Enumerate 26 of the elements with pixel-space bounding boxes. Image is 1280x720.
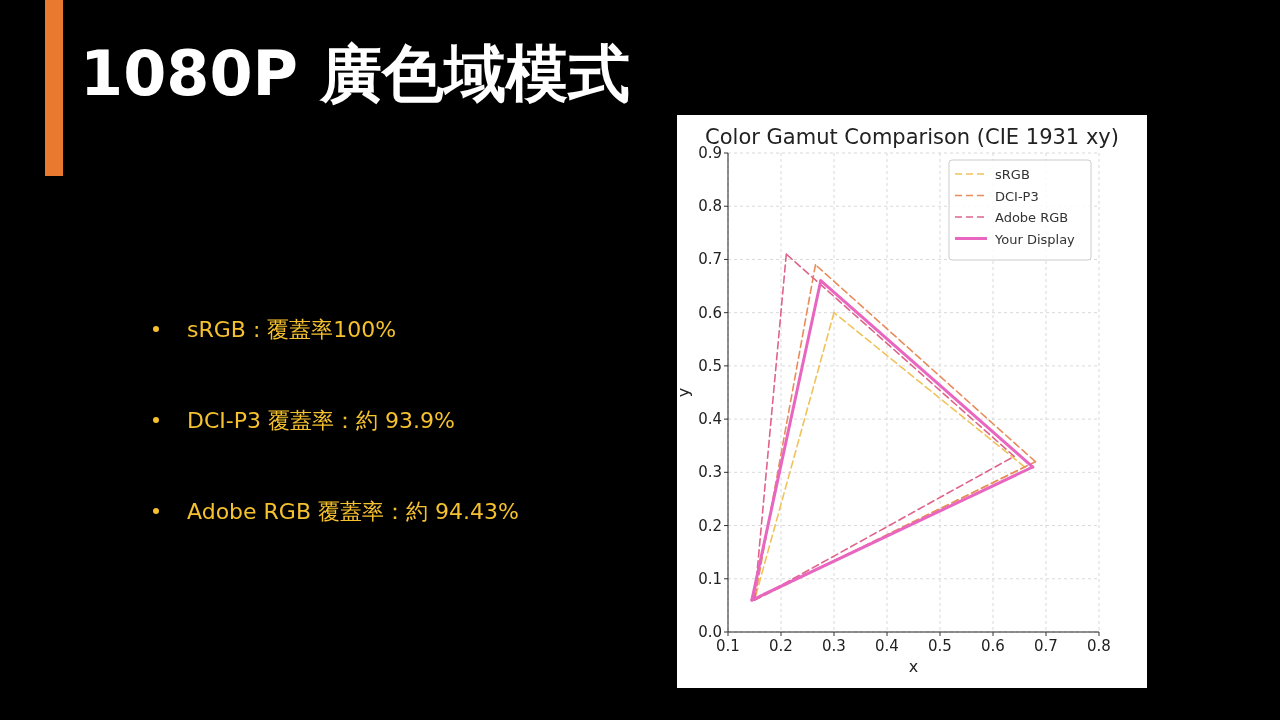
text: Adobe RGB 覆蓋率：約 94.43% <box>187 499 519 524</box>
text: sRGB : 覆蓋率100% <box>187 317 397 342</box>
x-tick-label: 0.5 <box>928 637 952 655</box>
y-tick-label: 0.1 <box>698 569 722 588</box>
x-tick-label: 0.3 <box>822 637 846 655</box>
y-tick-label: 0.7 <box>698 250 722 269</box>
y-tick-label: 0.3 <box>698 463 722 482</box>
x-axis-title: x <box>908 657 919 676</box>
y-tick-label: 0.8 <box>698 197 722 216</box>
x-tick-label: 0.4 <box>875 637 899 655</box>
y-tick-label: 0.6 <box>698 303 722 322</box>
text: DCI-P3 覆蓋率：約 93.9% <box>187 408 455 433</box>
y-tick-label: 0.2 <box>698 516 722 535</box>
x-tick-label: 0.1 <box>716 637 740 655</box>
x-tick-label: 0.7 <box>1034 637 1058 655</box>
chart-title: 1080P 廣色域模式 <box>80 37 630 110</box>
legend-label: DCI-P3 <box>995 188 1039 204</box>
legend-label: sRGB <box>995 167 1030 182</box>
legend-label: Adobe RGB <box>995 210 1069 225</box>
x-tick-label: 0.6 <box>981 637 1005 655</box>
y-axis-title: y <box>674 387 693 398</box>
y-tick-label: 0.5 <box>698 356 722 375</box>
x-tick-label: 0.8 <box>1087 637 1111 655</box>
x-tick-label: 0.2 <box>769 637 793 655</box>
y-tick-label: 0.4 <box>698 410 722 429</box>
legend-label: Your Display <box>994 231 1076 247</box>
